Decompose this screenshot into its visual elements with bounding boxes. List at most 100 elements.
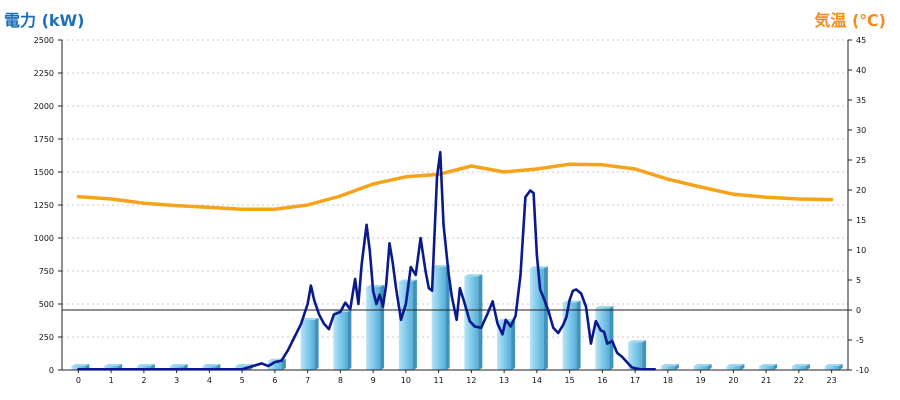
x-tick-label: 12 [466,376,476,385]
x-tick-label: 7 [305,376,310,385]
right-tick-label: 35 [856,96,866,105]
bar [726,366,741,370]
x-tick-label: 13 [499,376,509,385]
x-tick-label: 9 [371,376,376,385]
left-tick-label: 0 [49,366,54,375]
bar [366,286,381,370]
right-tick-label: 20 [856,186,866,195]
right-axis-title: 気温 (℃) [814,11,886,30]
x-tick-label: 2 [141,376,146,385]
bar-top [791,364,810,367]
bar-side [707,364,712,370]
bar-side [773,364,778,370]
bar-top [366,284,385,287]
bar-top [431,265,450,268]
bar-top [300,317,319,320]
bar-side [642,340,647,370]
bar-top [202,364,221,367]
x-tick-label: 18 [663,376,673,385]
right-tick-label: 25 [856,156,866,165]
bar-top [169,364,188,367]
bar-top [595,305,614,308]
bar-side [281,358,286,370]
bar [267,360,282,370]
x-tick-label: 0 [76,376,81,385]
x-tick-label: 6 [272,376,277,385]
bar-top [628,340,647,343]
x-tick-label: 23 [827,376,837,385]
left-tick-label: 2250 [34,69,54,78]
right-tick-label: 10 [856,246,866,255]
bar-top [726,364,745,367]
x-tick-label: 21 [761,376,771,385]
bar-side [576,300,581,370]
x-tick-label: 4 [207,376,212,385]
right-tick-label: 40 [856,66,866,75]
left-tick-label: 1500 [34,168,54,177]
bar [693,366,708,370]
bar [71,366,86,370]
bar-side [740,364,745,370]
power-line [77,150,657,371]
bar-side [674,364,679,370]
bar-top [824,364,843,367]
bar-top [136,364,155,367]
left-axis-title: 電力 (kW) [4,11,85,30]
bar [824,366,839,370]
bar-top [104,364,123,367]
bar [333,311,348,370]
right-tick-label: 5 [856,276,861,285]
right-tick-label: -10 [856,366,869,375]
x-tick-label: 15 [565,376,575,385]
bar [562,302,577,370]
right-tick-label: 30 [856,126,866,135]
bar-top [562,300,581,303]
bar-side [511,319,516,370]
left-tick-label: 1750 [34,135,54,144]
x-tick-label: 19 [696,376,706,385]
right-tick-label: -5 [856,336,864,345]
x-tick-label: 3 [174,376,179,385]
x-tick-label: 1 [109,376,114,385]
bar-side [445,265,450,370]
x-tick-label: 10 [401,376,411,385]
left-tick-label: 2000 [34,102,54,111]
bar-side [347,309,352,370]
bar [595,307,610,370]
right-tick-label: 45 [856,36,866,45]
bar-side [609,305,614,370]
right-tick-label: 0 [856,306,861,315]
bar [104,366,119,370]
right-tick-label: 15 [856,216,866,225]
x-tick-label: 8 [338,376,343,385]
bar-side [478,274,483,370]
temperature-line [76,162,834,211]
bar [759,366,774,370]
left-tick-label: 2500 [34,36,54,45]
x-tick-label: 14 [532,376,542,385]
bar-top [71,364,90,367]
x-tick-label: 16 [597,376,607,385]
bar-top [693,364,712,367]
bar [628,342,643,370]
bar-side [543,266,548,370]
bar [398,281,413,370]
left-tick-label: 1000 [34,234,54,243]
bar-top [660,364,679,367]
left-tick-label: 750 [39,267,54,276]
bar [529,268,544,370]
bar [431,267,446,370]
bar [660,366,675,370]
bar-side [838,364,843,370]
x-tick-label: 11 [434,376,444,385]
bar [300,319,315,370]
bar-top [759,364,778,367]
left-tick-label: 1250 [34,201,54,210]
bar-side [805,364,810,370]
x-tick-label: 22 [794,376,804,385]
bar [202,366,217,370]
left-tick-label: 500 [39,300,54,309]
bar [169,366,184,370]
x-tick-label: 20 [728,376,738,385]
